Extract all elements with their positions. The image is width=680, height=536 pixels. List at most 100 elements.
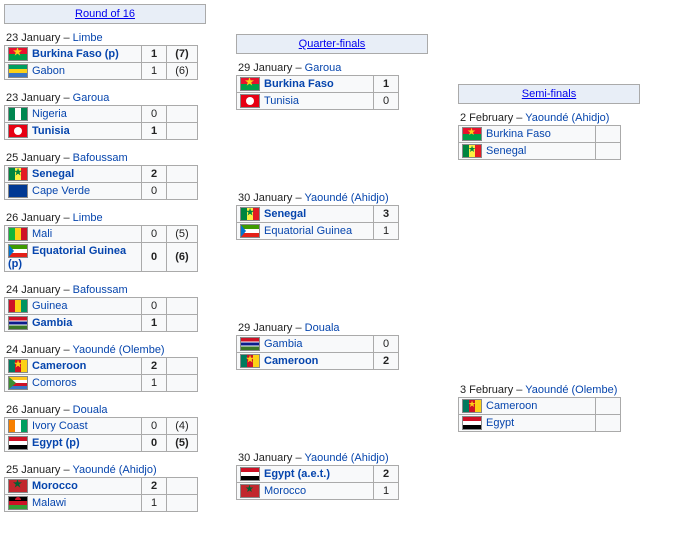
team-link[interactable]: Mali xyxy=(32,228,52,240)
team-link[interactable]: Morocco xyxy=(32,480,78,492)
score: 0 xyxy=(374,336,399,353)
match: 3 February – Yaoundé (Olembe) Cameroon E… xyxy=(458,382,640,432)
venue-link[interactable]: Garoua xyxy=(73,92,110,104)
team-link[interactable]: Egypt (a.e.t.) xyxy=(264,468,330,480)
score: 3 xyxy=(374,206,399,223)
team-link[interactable]: Senegal xyxy=(32,168,74,180)
score: 1 xyxy=(374,223,399,240)
flag-icon xyxy=(8,47,28,61)
venue-link[interactable]: Limbe xyxy=(73,212,103,224)
matches-sf: 2 February – Yaoundé (Ahidjo) Burkina Fa… xyxy=(458,110,640,434)
pen-score: (6) xyxy=(167,63,198,80)
match: 29 January – Garoua Burkina Faso 1 Tunis… xyxy=(236,60,428,110)
match-date: 23 January – Garoua xyxy=(4,90,206,105)
venue-link[interactable]: Douala xyxy=(73,404,108,416)
venue-link[interactable]: Limbe xyxy=(73,32,103,44)
score: 0 xyxy=(142,243,167,272)
pen-score xyxy=(167,478,198,495)
venue-link[interactable]: Yaoundé (Ahidjo) xyxy=(304,452,388,464)
team-link[interactable]: Guinea xyxy=(32,300,67,312)
flag-icon xyxy=(8,244,28,258)
team-cell: Gambia xyxy=(5,315,142,332)
match: 24 January – Bafoussam Guinea 0 Gambia 1 xyxy=(4,282,206,332)
pen-score xyxy=(167,183,198,200)
pen-score: (4) xyxy=(167,418,198,435)
col-sf: Semi-finals 2 February – Yaoundé (Ahidjo… xyxy=(458,4,640,514)
team-link[interactable]: Gabon xyxy=(32,65,65,77)
venue-link[interactable]: Douala xyxy=(305,322,340,334)
hdr-sf[interactable]: Semi-finals xyxy=(458,84,640,104)
team-link[interactable]: Tunisia xyxy=(32,125,70,137)
score: 0 xyxy=(142,418,167,435)
flag-icon xyxy=(8,167,28,181)
team-link[interactable]: Morocco xyxy=(264,485,306,497)
team-cell: Gabon xyxy=(5,63,142,80)
team-link[interactable]: Cameroon xyxy=(32,360,86,372)
pen-score xyxy=(167,495,198,512)
team-link[interactable]: Senegal xyxy=(486,145,526,157)
match-table: Cameroon Egypt xyxy=(458,397,621,432)
venue-link[interactable]: Garoua xyxy=(305,62,342,74)
venue-link[interactable]: Yaoundé (Olembe) xyxy=(525,384,617,396)
pen-score xyxy=(167,358,198,375)
team-link[interactable]: Equatorial Guinea xyxy=(264,225,352,237)
match: 30 January – Yaoundé (Ahidjo) Egypt (a.e… xyxy=(236,450,428,500)
venue-link[interactable]: Bafoussam xyxy=(73,284,128,296)
pen-score xyxy=(167,375,198,392)
pen-score xyxy=(167,166,198,183)
team-cell: Senegal xyxy=(459,143,596,160)
venue-link[interactable]: Bafoussam xyxy=(73,152,128,164)
team-link[interactable]: Senegal xyxy=(264,208,306,220)
match: 24 January – Yaoundé (Olembe) Cameroon 2… xyxy=(4,342,206,392)
team-link[interactable]: Cape Verde xyxy=(32,185,90,197)
venue-link[interactable]: Yaoundé (Ahidjo) xyxy=(525,112,609,124)
match: 25 January – Yaoundé (Ahidjo) Morocco 2 … xyxy=(4,462,206,512)
match: 26 January – Douala Ivory Coast 0(4) Egy… xyxy=(4,402,206,452)
score: 2 xyxy=(142,166,167,183)
hdr-r16[interactable]: Round of 16 xyxy=(4,4,206,24)
hdr-qf[interactable]: Quarter-finals xyxy=(236,34,428,54)
team-link[interactable]: Cameroon xyxy=(264,355,318,367)
team-cell: Egypt xyxy=(459,415,596,432)
team-link[interactable]: Burkina Faso xyxy=(264,78,334,90)
team-link[interactable]: Egypt (p) xyxy=(32,437,80,449)
score: 1 xyxy=(142,315,167,332)
team-link[interactable]: Cameroon xyxy=(486,400,537,412)
team-link[interactable]: Burkina Faso xyxy=(486,128,551,140)
flag-icon xyxy=(462,416,482,430)
team-link[interactable]: Ivory Coast xyxy=(32,420,88,432)
score: 1 xyxy=(142,123,167,140)
team-cell: Cameroon xyxy=(237,353,374,370)
team-cell: Burkina Faso xyxy=(459,126,596,143)
venue-link[interactable]: Yaoundé (Ahidjo) xyxy=(72,464,156,476)
team-cell: Mali xyxy=(5,226,142,243)
match-table: Egypt (a.e.t.) 2 Morocco 1 xyxy=(236,465,399,500)
team-link[interactable]: Malawi xyxy=(32,497,66,509)
team-link[interactable]: Egypt xyxy=(486,417,514,429)
team-cell: Tunisia xyxy=(237,93,374,110)
pen-score xyxy=(167,106,198,123)
team-link[interactable]: Gambia xyxy=(264,338,303,350)
flag-icon xyxy=(8,479,28,493)
flag-icon xyxy=(240,484,260,498)
venue-link[interactable]: Yaoundé (Olembe) xyxy=(72,344,164,356)
col-qf: Quarter-finals 29 January – Garoua Burki… xyxy=(236,4,428,514)
team-link[interactable]: Comoros xyxy=(32,377,77,389)
team-link[interactable]: Nigeria xyxy=(32,108,67,120)
venue-link[interactable]: Yaoundé (Ahidjo) xyxy=(304,192,388,204)
score: 2 xyxy=(142,478,167,495)
score: 2 xyxy=(142,358,167,375)
match-date: 25 January – Yaoundé (Ahidjo) xyxy=(4,462,206,477)
team-link[interactable]: Gambia xyxy=(32,317,72,329)
team-cell: Cape Verde xyxy=(5,183,142,200)
pen-score: (5) xyxy=(167,226,198,243)
flag-icon xyxy=(240,467,260,481)
score: 1 xyxy=(142,375,167,392)
match-date: 23 January – Limbe xyxy=(4,30,206,45)
team-link[interactable]: Tunisia xyxy=(264,95,299,107)
match-date: 3 February – Yaoundé (Olembe) xyxy=(458,382,640,397)
team-link[interactable]: Burkina Faso (p) xyxy=(32,48,119,60)
team-cell: Gambia xyxy=(237,336,374,353)
team-cell: Nigeria xyxy=(5,106,142,123)
team-cell: Equatorial Guinea (p) xyxy=(5,243,142,272)
